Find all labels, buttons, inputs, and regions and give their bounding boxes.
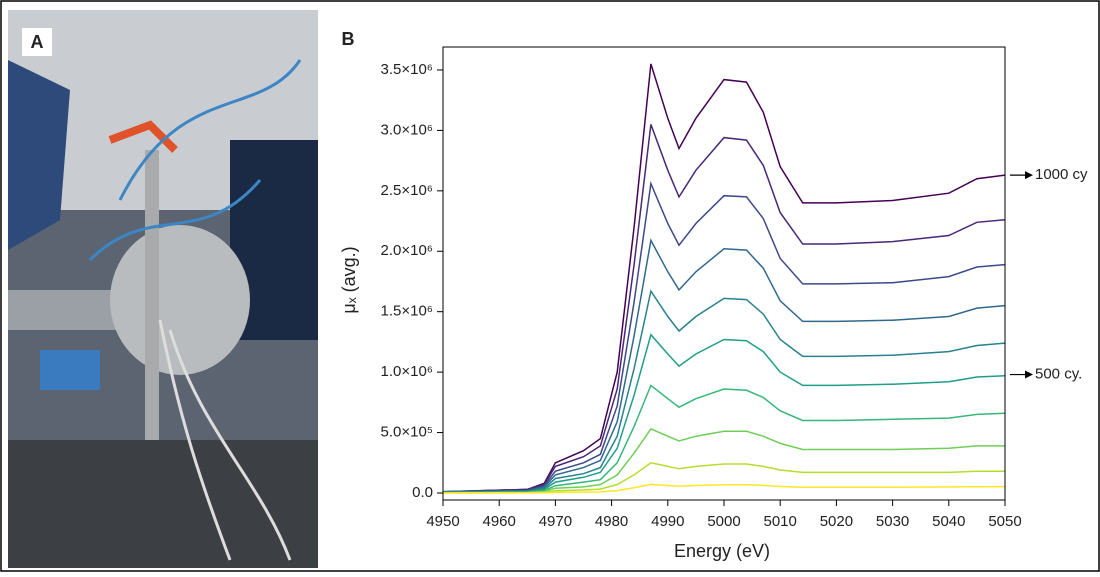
x-tick-label: 5000: [707, 513, 740, 530]
annotation-text: 500 cy.: [1035, 366, 1082, 383]
x-tick-label: 4950: [426, 513, 459, 530]
y-axis-label: μₓ (avg.): [339, 246, 359, 313]
y-tick-label: 1.5×10⁶: [381, 303, 433, 320]
spectrum-line: [442, 289, 1006, 494]
x-tick-label: 4970: [539, 513, 572, 530]
panel-label: B: [342, 29, 355, 49]
photo-table: [8, 440, 318, 568]
y-tick-label: 3.0×10⁶: [381, 121, 433, 138]
spectrum-line: [442, 63, 1006, 493]
y-tick-label: 0.0: [412, 484, 433, 501]
photo-panel: [8, 60, 70, 250]
x-tick-label: 5050: [988, 513, 1021, 530]
spectrum-line: [442, 461, 1005, 494]
x-tick-label: 4990: [651, 513, 684, 530]
spectrum-line: [442, 483, 1006, 494]
panel-label: A: [31, 32, 44, 52]
y-tick-label: 5.0×10⁵: [380, 424, 433, 441]
y-tick-label: 2.0×10⁶: [381, 242, 433, 259]
photo-wires: [158, 319, 292, 561]
photo-post: [145, 150, 159, 450]
x-tick-label: 5020: [820, 513, 853, 530]
photo-cables: [88, 59, 302, 262]
photo-foil: [110, 225, 250, 375]
x-tick-label: 5010: [764, 513, 797, 530]
annotation-arrowhead: [1025, 171, 1033, 180]
spectrum-line: [442, 124, 1006, 493]
x-tick-label: 5030: [876, 513, 909, 530]
spectrum-line: [442, 384, 1006, 494]
spectrum-line: [442, 238, 1006, 493]
photo: A: [8, 10, 318, 568]
x-tick-label: 4980: [595, 513, 628, 530]
x-tick-label: 4960: [483, 513, 516, 530]
spectrum-line: [442, 333, 1006, 494]
spectrum-line: [442, 180, 1006, 493]
panel-label-box: [22, 28, 52, 56]
spectrum-line: [442, 427, 1005, 494]
photo-clamp: [108, 120, 178, 153]
photo-box: [40, 350, 100, 390]
annotation-text: 1000 cy: [1035, 166, 1088, 183]
annotation-arrowhead: [1025, 370, 1033, 379]
x-axis-label: Energy (eV): [674, 541, 770, 561]
y-tick-label: 1.0×10⁶: [381, 363, 433, 380]
y-tick-label: 2.5×10⁶: [381, 182, 433, 199]
x-tick-label: 5040: [932, 513, 965, 530]
y-tick-label: 3.5×10⁶: [381, 61, 433, 78]
